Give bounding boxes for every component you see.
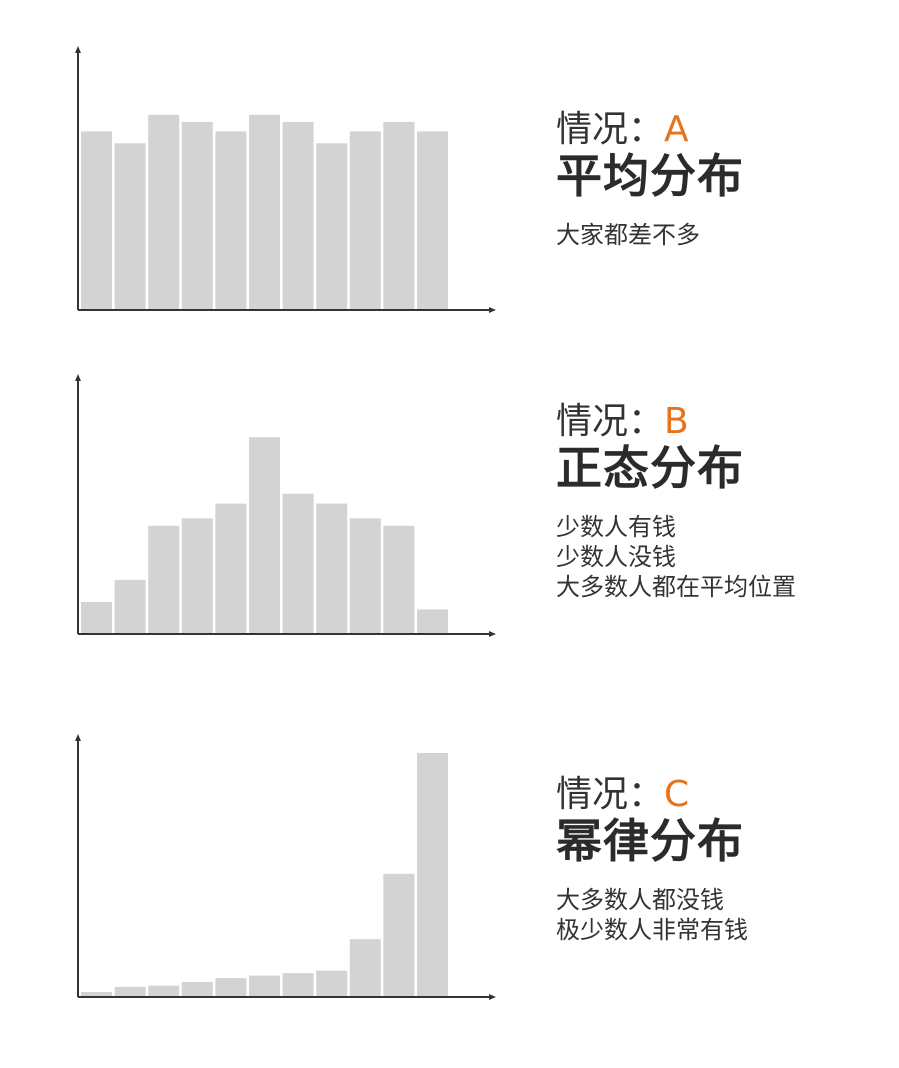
- bar: [148, 114, 180, 310]
- bar: [215, 131, 247, 310]
- bar: [383, 121, 415, 311]
- bar: [148, 525, 180, 634]
- bar: [148, 985, 180, 997]
- bar: [215, 503, 247, 634]
- distribution-title-c: 幂律分布: [556, 814, 744, 868]
- distribution-title-b: 正态分布: [556, 441, 744, 495]
- text-block-a: 情况：A 平均分布 大家都差不多: [556, 110, 744, 250]
- bar: [383, 525, 415, 634]
- bar: [81, 131, 112, 310]
- bar: [81, 992, 112, 997]
- bar: [114, 986, 146, 997]
- y-axis-arrow-icon: [75, 46, 81, 53]
- bar: [181, 121, 213, 311]
- panel-b: 情况：B 正态分布 少数人有钱 少数人没钱 大多数人都在平均位置: [75, 374, 796, 637]
- x-axis-arrow-icon: [489, 631, 496, 637]
- case-prefix-c: 情况：: [556, 774, 665, 815]
- bar: [81, 602, 112, 634]
- description-a: 大家都差不多: [556, 220, 744, 250]
- x-axis-arrow-icon: [489, 307, 496, 313]
- bar: [349, 518, 381, 634]
- case-prefix-b: 情况：: [556, 401, 665, 442]
- bar: [349, 131, 381, 310]
- chart-a: [75, 46, 496, 313]
- distribution-title-a: 平均分布: [556, 149, 744, 203]
- bar: [282, 973, 314, 997]
- bar: [316, 503, 348, 634]
- bar: [417, 131, 448, 310]
- description-line: 少数人有钱: [556, 513, 676, 541]
- description-line: 大多数人都没钱: [556, 886, 724, 914]
- panel-a: 情况：A 平均分布 大家都差不多: [0, 0, 899, 330]
- case-label-b: 情况：B: [556, 402, 796, 442]
- bar: [114, 579, 146, 634]
- bar: [316, 970, 348, 997]
- bar: [114, 143, 146, 310]
- chart-c: [75, 734, 496, 1000]
- text-block-b: 情况：B 正态分布 少数人有钱 少数人没钱 大多数人都在平均位置: [556, 402, 796, 602]
- case-letter-c: C: [664, 774, 690, 815]
- bar: [282, 121, 314, 311]
- bar: [215, 978, 247, 997]
- case-label-a: 情况：A: [556, 110, 744, 150]
- bar: [181, 981, 213, 997]
- description-line: 少数人没钱: [556, 543, 676, 571]
- y-axis-arrow-icon: [75, 734, 81, 741]
- case-letter-a: A: [664, 109, 689, 150]
- description-b: 少数人有钱 少数人没钱 大多数人都在平均位置: [556, 512, 796, 602]
- bar: [282, 493, 314, 634]
- bar: [249, 114, 280, 310]
- y-axis-arrow-icon: [75, 374, 81, 381]
- bar: [417, 753, 448, 997]
- bar: [349, 939, 381, 997]
- text-block-c: 情况：C 幂律分布 大多数人都没钱 极少数人非常有钱: [556, 775, 748, 945]
- bar: [249, 975, 280, 997]
- bar: [417, 609, 448, 634]
- bar: [316, 143, 348, 310]
- case-prefix-a: 情况：: [556, 109, 665, 150]
- case-letter-b: B: [664, 401, 689, 442]
- description-line: 大多数人都在平均位置: [556, 573, 796, 601]
- x-axis-arrow-icon: [489, 994, 496, 1000]
- case-label-c: 情况：C: [556, 775, 748, 815]
- chart-b: [75, 374, 496, 637]
- description-c: 大多数人都没钱 极少数人非常有钱: [556, 885, 748, 945]
- bar: [249, 437, 280, 634]
- description-line: 极少数人非常有钱: [556, 916, 748, 944]
- bar: [383, 873, 415, 997]
- bar: [181, 518, 213, 634]
- description-line: 大家都差不多: [556, 221, 700, 249]
